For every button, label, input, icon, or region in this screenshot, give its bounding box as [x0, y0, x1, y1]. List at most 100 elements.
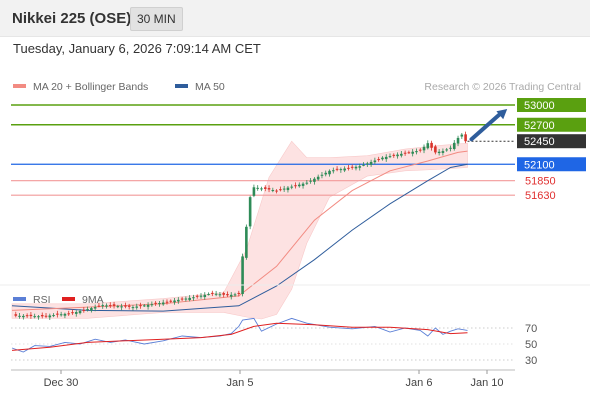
candle — [241, 253, 244, 297]
candle-body — [120, 306, 123, 308]
candle — [418, 148, 422, 153]
candle-body — [282, 188, 286, 190]
candle — [366, 161, 369, 167]
candle — [146, 302, 150, 310]
candle — [131, 305, 135, 311]
candle — [56, 310, 59, 318]
candle — [452, 140, 456, 151]
forecast-arrow-shaft — [469, 111, 504, 142]
candle-body — [56, 313, 59, 315]
level-text-52100: 52100 — [524, 159, 555, 171]
candle-body — [335, 168, 339, 170]
candle-body — [161, 302, 165, 305]
candle — [426, 140, 430, 150]
candle — [279, 186, 282, 192]
candle-body — [297, 184, 301, 187]
candle-body — [456, 137, 460, 144]
rsi-legend: RSI 9MA — [13, 294, 104, 306]
candle — [263, 185, 267, 192]
rsi-legend-swatch-1 — [62, 297, 75, 301]
candle — [40, 312, 44, 319]
candle — [309, 178, 312, 184]
candle-body — [305, 182, 309, 184]
candle-body — [339, 169, 343, 171]
candle-body — [105, 305, 108, 307]
candle — [324, 170, 328, 177]
candle — [222, 291, 225, 298]
candle-body — [195, 295, 199, 297]
candles — [14, 131, 467, 320]
instrument-title: Nikkei 225 (OSE) — [12, 10, 132, 27]
candle — [158, 301, 161, 307]
level-tags: 53000 52700 52450 52100 51850 51630 — [517, 98, 586, 202]
candle-body — [237, 292, 241, 294]
candle-body — [309, 180, 312, 182]
candle — [105, 303, 108, 309]
candle-body — [449, 147, 452, 149]
candle-body — [52, 315, 55, 317]
candle-body — [188, 297, 191, 300]
candle — [403, 150, 407, 156]
candle-body — [460, 134, 464, 137]
candle-body — [407, 152, 411, 154]
candle-body — [74, 312, 78, 314]
candle — [354, 165, 358, 171]
candle-body — [101, 305, 105, 307]
candle — [271, 187, 275, 193]
candle — [335, 166, 339, 172]
level-text-52450: 52450 — [524, 136, 555, 148]
candle-body — [180, 298, 184, 300]
candle — [294, 182, 297, 189]
candle-body — [63, 313, 67, 316]
candle — [184, 296, 188, 302]
candle — [203, 292, 207, 300]
rsi-ma-line — [11, 322, 468, 351]
candle — [407, 150, 411, 154]
candle-body — [37, 316, 40, 318]
candle — [350, 164, 354, 170]
candle-body — [373, 160, 377, 163]
candle — [437, 149, 441, 156]
candle — [165, 299, 169, 305]
candle-body — [211, 292, 214, 294]
candle — [282, 185, 286, 192]
candle-body — [108, 305, 112, 307]
candle — [33, 313, 36, 319]
candle-body — [426, 143, 430, 149]
candle-body — [464, 134, 467, 142]
candle-body — [14, 314, 18, 316]
credit-text: Research © 2026 Trading Central — [424, 81, 581, 93]
candle-body — [97, 305, 101, 307]
candle — [90, 306, 93, 313]
candle-body — [93, 307, 97, 309]
candle-body — [263, 187, 267, 189]
candle — [358, 163, 362, 171]
candle-body — [18, 315, 21, 317]
candle-body — [233, 294, 237, 296]
timeframe-button[interactable]: 30 MIN — [130, 7, 183, 31]
moving-averages — [11, 150, 468, 312]
candle — [199, 293, 203, 299]
candle — [320, 171, 324, 179]
candle — [143, 304, 146, 307]
candle — [124, 302, 127, 309]
candle — [48, 313, 52, 320]
candle-body — [452, 142, 456, 149]
level-tag-bg-52450 — [517, 134, 586, 149]
level-tag-52450: 52450 — [517, 134, 586, 149]
candle-body — [301, 183, 305, 186]
forecast-arrow — [469, 109, 508, 142]
candle-body — [146, 304, 150, 307]
candle-body — [415, 151, 418, 153]
candle-body — [354, 166, 358, 169]
candle-body — [116, 306, 120, 308]
rsi-legend-swatch-0 — [13, 297, 26, 301]
legend-swatch-0 — [13, 84, 26, 88]
level-tag-bg-52700 — [517, 117, 586, 132]
candle-body — [192, 297, 195, 299]
candle — [388, 153, 392, 159]
candle-body — [25, 315, 29, 317]
candle-body — [396, 154, 399, 157]
